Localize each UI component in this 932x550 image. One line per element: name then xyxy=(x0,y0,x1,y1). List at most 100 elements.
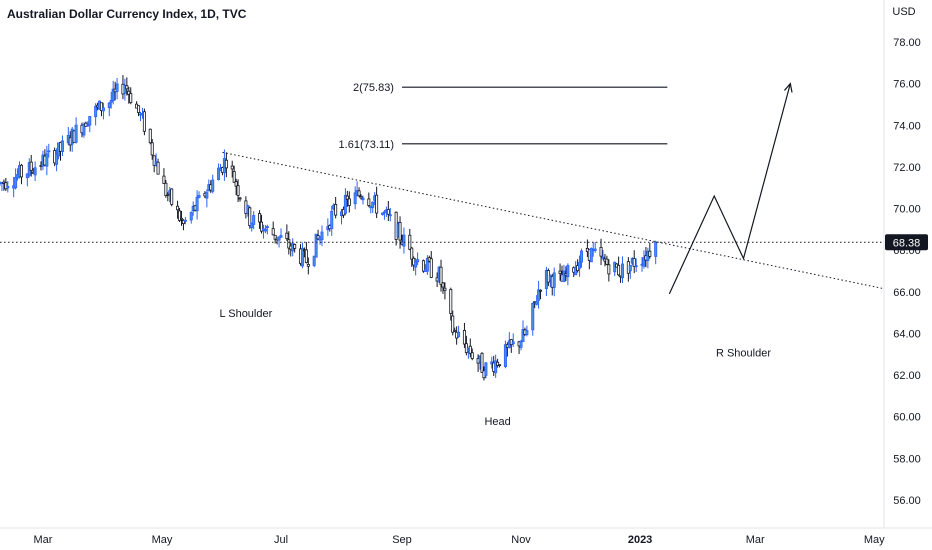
candle xyxy=(429,251,433,279)
candle xyxy=(410,246,414,267)
neckline-trendline[interactable] xyxy=(222,151,885,290)
candle-body xyxy=(648,250,652,257)
candle xyxy=(127,86,131,104)
candle xyxy=(632,250,636,274)
candle-body xyxy=(74,124,78,143)
candle-body xyxy=(421,260,425,272)
candle xyxy=(654,240,658,265)
candle xyxy=(574,261,578,276)
candle xyxy=(55,148,59,172)
candle-body xyxy=(271,228,275,236)
candle xyxy=(539,289,543,300)
candle-body xyxy=(277,236,281,241)
candle-body xyxy=(170,188,174,205)
candle xyxy=(156,158,160,175)
candle-body xyxy=(137,105,141,113)
candle-body xyxy=(347,198,351,206)
candle xyxy=(457,325,461,338)
candle-body xyxy=(654,241,658,257)
candle-body xyxy=(250,223,254,229)
overlays-layer: 2(75.83) 1.61(73.11) L Shoulder Head R Shoul… xyxy=(0,82,885,428)
candle xyxy=(558,263,562,281)
candle xyxy=(250,222,254,232)
candle-body xyxy=(511,341,515,345)
candle xyxy=(380,212,384,216)
candle-body xyxy=(386,209,390,215)
candle-body xyxy=(566,265,570,278)
candle-body xyxy=(593,248,597,251)
pattern-annotation: R Shoulder xyxy=(716,347,771,359)
candle xyxy=(265,224,269,235)
candle xyxy=(531,302,535,336)
candle-body xyxy=(88,116,92,126)
candle-body xyxy=(617,265,621,276)
time-axis[interactable]: Mar May Jul Sep Nov 2023 Mar May xyxy=(33,534,885,546)
candle-body xyxy=(142,111,146,132)
candle-body xyxy=(367,198,371,206)
candle-body xyxy=(125,85,129,90)
candle-body xyxy=(552,272,556,288)
candle xyxy=(111,80,115,105)
candle xyxy=(259,214,263,234)
y-tick-label: 70.00 xyxy=(893,204,921,216)
candle-body xyxy=(531,302,535,331)
x-tick-label: Sep xyxy=(392,534,412,546)
candle xyxy=(589,247,593,263)
candle-body xyxy=(480,352,484,373)
candle xyxy=(183,217,187,225)
y-tick-label: 58.00 xyxy=(893,453,921,465)
candle xyxy=(421,259,425,273)
candle xyxy=(232,165,236,183)
candle-body xyxy=(462,330,466,345)
candle-body xyxy=(178,210,182,221)
candle-body xyxy=(45,153,49,167)
candle-body xyxy=(334,204,338,216)
candle xyxy=(148,128,152,145)
candle-body xyxy=(589,247,593,263)
candle xyxy=(306,257,310,275)
candle xyxy=(453,327,457,332)
candle-body xyxy=(166,194,170,196)
candle xyxy=(287,231,291,255)
candle-body xyxy=(519,341,523,348)
projection-path[interactable] xyxy=(668,83,791,295)
candle xyxy=(252,211,256,230)
x-tick-label: Mar xyxy=(746,534,765,546)
candle xyxy=(263,225,267,234)
candle-body xyxy=(6,186,10,189)
candle xyxy=(580,248,584,268)
candle-body xyxy=(111,88,115,101)
candle-body xyxy=(263,228,267,232)
candle xyxy=(25,173,29,187)
candle-body xyxy=(176,205,180,211)
candle xyxy=(519,339,523,351)
candle xyxy=(211,174,215,194)
candle-body xyxy=(148,128,152,144)
candle-body xyxy=(129,93,133,104)
candle-body xyxy=(25,173,29,179)
candle xyxy=(271,221,275,236)
candle-body xyxy=(273,234,277,240)
candle xyxy=(552,267,556,297)
candle xyxy=(330,205,334,236)
candle-body xyxy=(258,213,262,223)
candle-body xyxy=(238,197,242,200)
candle xyxy=(29,155,33,177)
x-tick-label: Jul xyxy=(274,534,288,546)
candle xyxy=(205,189,209,208)
candle xyxy=(484,361,488,379)
candle-body xyxy=(312,255,316,266)
candle-body xyxy=(82,124,86,136)
candle xyxy=(129,87,133,105)
candle-body xyxy=(578,261,582,269)
price-axis[interactable]: 78.0076.0074.0072.0070.0068.0066.0064.00… xyxy=(893,37,921,507)
candle xyxy=(99,102,103,117)
candle-body xyxy=(628,264,632,272)
candle-body xyxy=(4,182,8,190)
candle xyxy=(238,196,242,202)
candle xyxy=(293,243,297,253)
candle-body xyxy=(314,233,318,258)
candle xyxy=(164,180,168,198)
last-price-box xyxy=(885,234,928,251)
